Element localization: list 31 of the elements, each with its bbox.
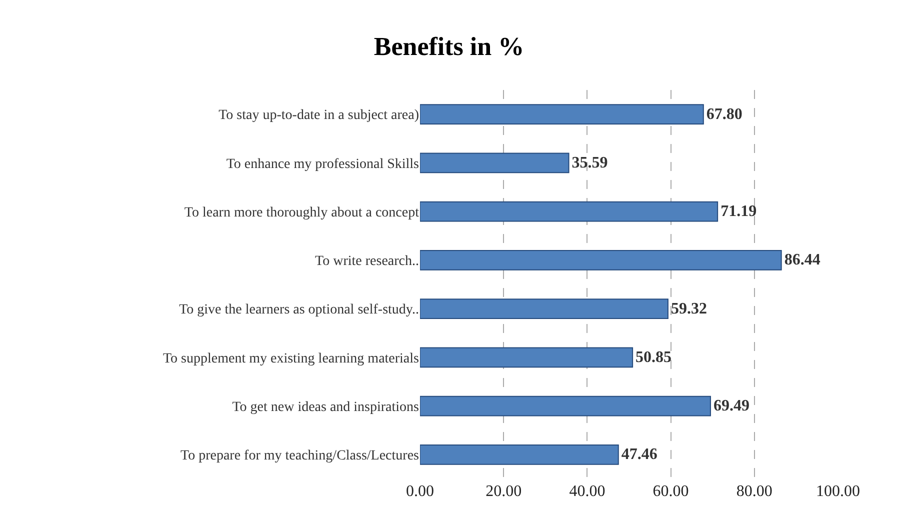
bar <box>420 298 668 320</box>
y-tick-label: To get new ideas and inspirations <box>232 400 419 415</box>
data-label: 86.44 <box>784 252 820 269</box>
chart-title: Benefits in % <box>374 32 524 62</box>
x-tick-label: 100.00 <box>816 483 860 500</box>
data-label: 50.85 <box>636 348 672 366</box>
y-tick-label: To write research.. <box>315 254 419 270</box>
y-tick-label: To enhance my professional Skills <box>226 156 419 172</box>
y-tick-label: To give the learners as optional self-study.. <box>179 302 419 318</box>
data-label: 59.32 <box>670 300 707 318</box>
data-label: 69.49 <box>713 398 750 415</box>
data-label: 47.46 <box>621 446 658 464</box>
x-tick-label: 40.00 <box>569 483 606 500</box>
data-label: 35.59 <box>572 154 608 172</box>
bar <box>420 347 634 368</box>
bar <box>420 396 711 416</box>
bar <box>420 104 704 125</box>
data-label: 71.19 <box>720 203 757 220</box>
y-tick-label: To learn more thoroughly about a concept <box>184 205 420 220</box>
y-tick-label: To prepare for my teaching/Class/Lectures <box>180 448 419 464</box>
y-tick-label: To stay up-to-date in a subject area) <box>218 108 420 124</box>
y-tick-label: To supplement my existing learning materials <box>162 351 419 366</box>
x-tick-label: 60.00 <box>652 483 689 500</box>
bar <box>420 201 718 222</box>
bar <box>420 250 782 270</box>
data-label: 67.80 <box>706 106 742 123</box>
bar <box>420 444 619 465</box>
bar <box>420 152 570 174</box>
x-tick-label: 80.00 <box>736 483 772 500</box>
x-tick-label: 0.00 <box>406 483 434 500</box>
x-tick-label: 20.00 <box>486 483 522 500</box>
